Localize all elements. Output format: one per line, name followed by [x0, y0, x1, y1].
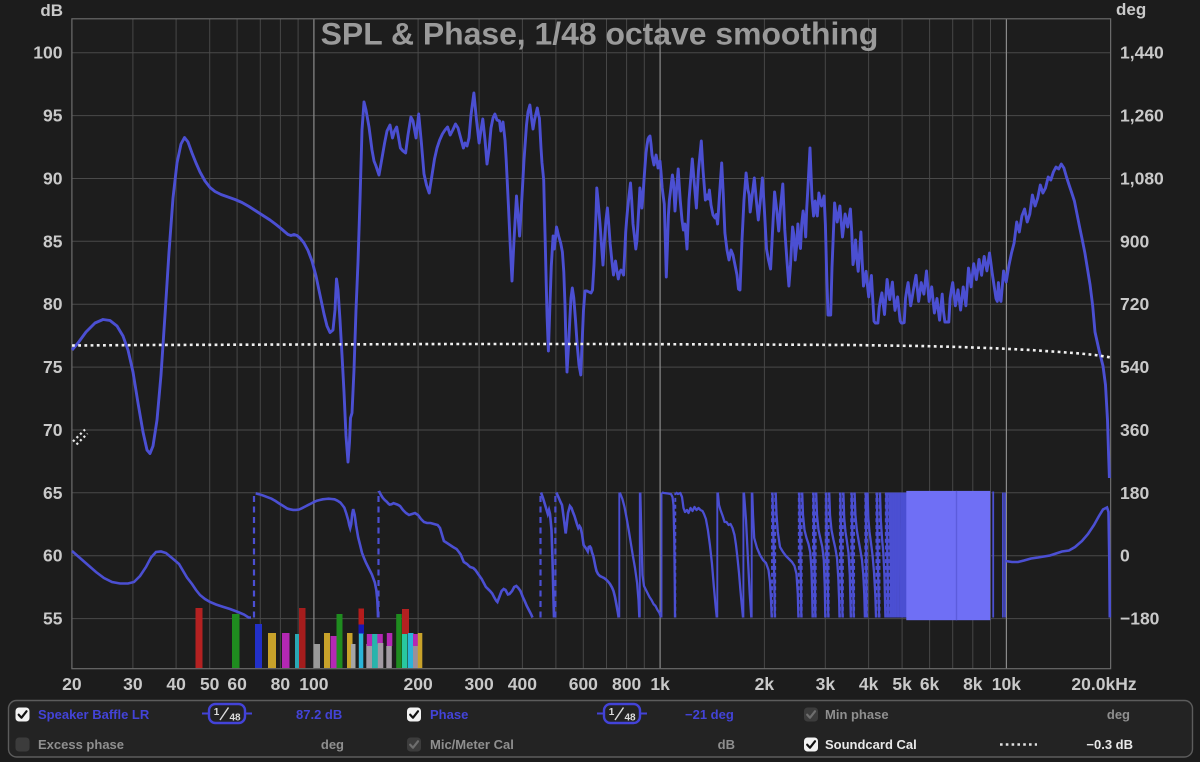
svg-text:0: 0: [1120, 546, 1130, 566]
svg-text:Soundcard Cal: Soundcard Cal: [825, 737, 917, 752]
svg-text:75: 75: [43, 357, 63, 377]
svg-text:8k: 8k: [963, 674, 983, 694]
svg-text:Min phase: Min phase: [825, 707, 889, 722]
svg-text:100: 100: [299, 674, 328, 694]
svg-text:deg: deg: [1107, 707, 1130, 722]
svg-text:87.2 dB: 87.2 dB: [296, 707, 342, 722]
svg-text:20.0kHz: 20.0kHz: [1071, 674, 1136, 694]
svg-text:50: 50: [200, 674, 220, 694]
svg-text:600: 600: [569, 674, 598, 694]
svg-text:Speaker Baffle LR: Speaker Baffle LR: [38, 707, 150, 722]
svg-text:4k: 4k: [859, 674, 879, 694]
svg-text:−180: −180: [1120, 609, 1160, 629]
svg-text:2k: 2k: [755, 674, 775, 694]
svg-text:Excess phase: Excess phase: [38, 737, 124, 752]
svg-text:65: 65: [43, 483, 63, 503]
svg-text:10k: 10k: [992, 674, 1021, 694]
svg-text:6k: 6k: [920, 674, 940, 694]
svg-text:48: 48: [624, 713, 636, 724]
svg-text:3k: 3k: [816, 674, 836, 694]
svg-text:20: 20: [62, 674, 82, 694]
svg-text:deg: deg: [321, 737, 344, 752]
svg-text:55: 55: [43, 609, 63, 629]
svg-text:−0.3 dB: −0.3 dB: [1086, 737, 1133, 752]
svg-text:deg: deg: [1116, 0, 1146, 19]
svg-text:5k: 5k: [892, 674, 912, 694]
svg-text:48: 48: [229, 713, 241, 724]
svg-text:30: 30: [123, 674, 143, 694]
svg-text:−21 deg: −21 deg: [685, 707, 734, 722]
svg-text:70: 70: [43, 420, 63, 440]
svg-text:1,440: 1,440: [1120, 43, 1164, 63]
svg-text:1,080: 1,080: [1120, 168, 1164, 188]
svg-text:180: 180: [1120, 483, 1149, 503]
svg-text:95: 95: [43, 106, 63, 126]
svg-text:1k: 1k: [650, 674, 670, 694]
svg-text:1: 1: [214, 707, 220, 718]
svg-text:400: 400: [508, 674, 537, 694]
svg-text:dB: dB: [40, 1, 63, 20]
svg-text:80: 80: [271, 674, 291, 694]
svg-text:dB: dB: [718, 737, 735, 752]
svg-text:720: 720: [1120, 294, 1149, 314]
svg-text:SPL & Phase, 1/48 octave smoot: SPL & Phase, 1/48 octave smoothing: [321, 16, 879, 52]
svg-text:60: 60: [227, 674, 247, 694]
svg-text:800: 800: [612, 674, 641, 694]
svg-text:60: 60: [43, 546, 63, 566]
svg-text:Phase: Phase: [430, 707, 468, 722]
svg-text:90: 90: [43, 168, 63, 188]
svg-text:1: 1: [609, 707, 615, 718]
svg-text:540: 540: [1120, 357, 1149, 377]
svg-text:300: 300: [465, 674, 494, 694]
svg-text:360: 360: [1120, 420, 1149, 440]
svg-text:Mic/Meter Cal: Mic/Meter Cal: [430, 737, 514, 752]
svg-text:100: 100: [33, 43, 62, 63]
svg-text:80: 80: [43, 294, 63, 314]
svg-text:40: 40: [166, 674, 186, 694]
svg-text:85: 85: [43, 231, 63, 251]
svg-text:900: 900: [1120, 231, 1149, 251]
svg-text:1,260: 1,260: [1120, 106, 1164, 126]
svg-text:200: 200: [404, 674, 433, 694]
